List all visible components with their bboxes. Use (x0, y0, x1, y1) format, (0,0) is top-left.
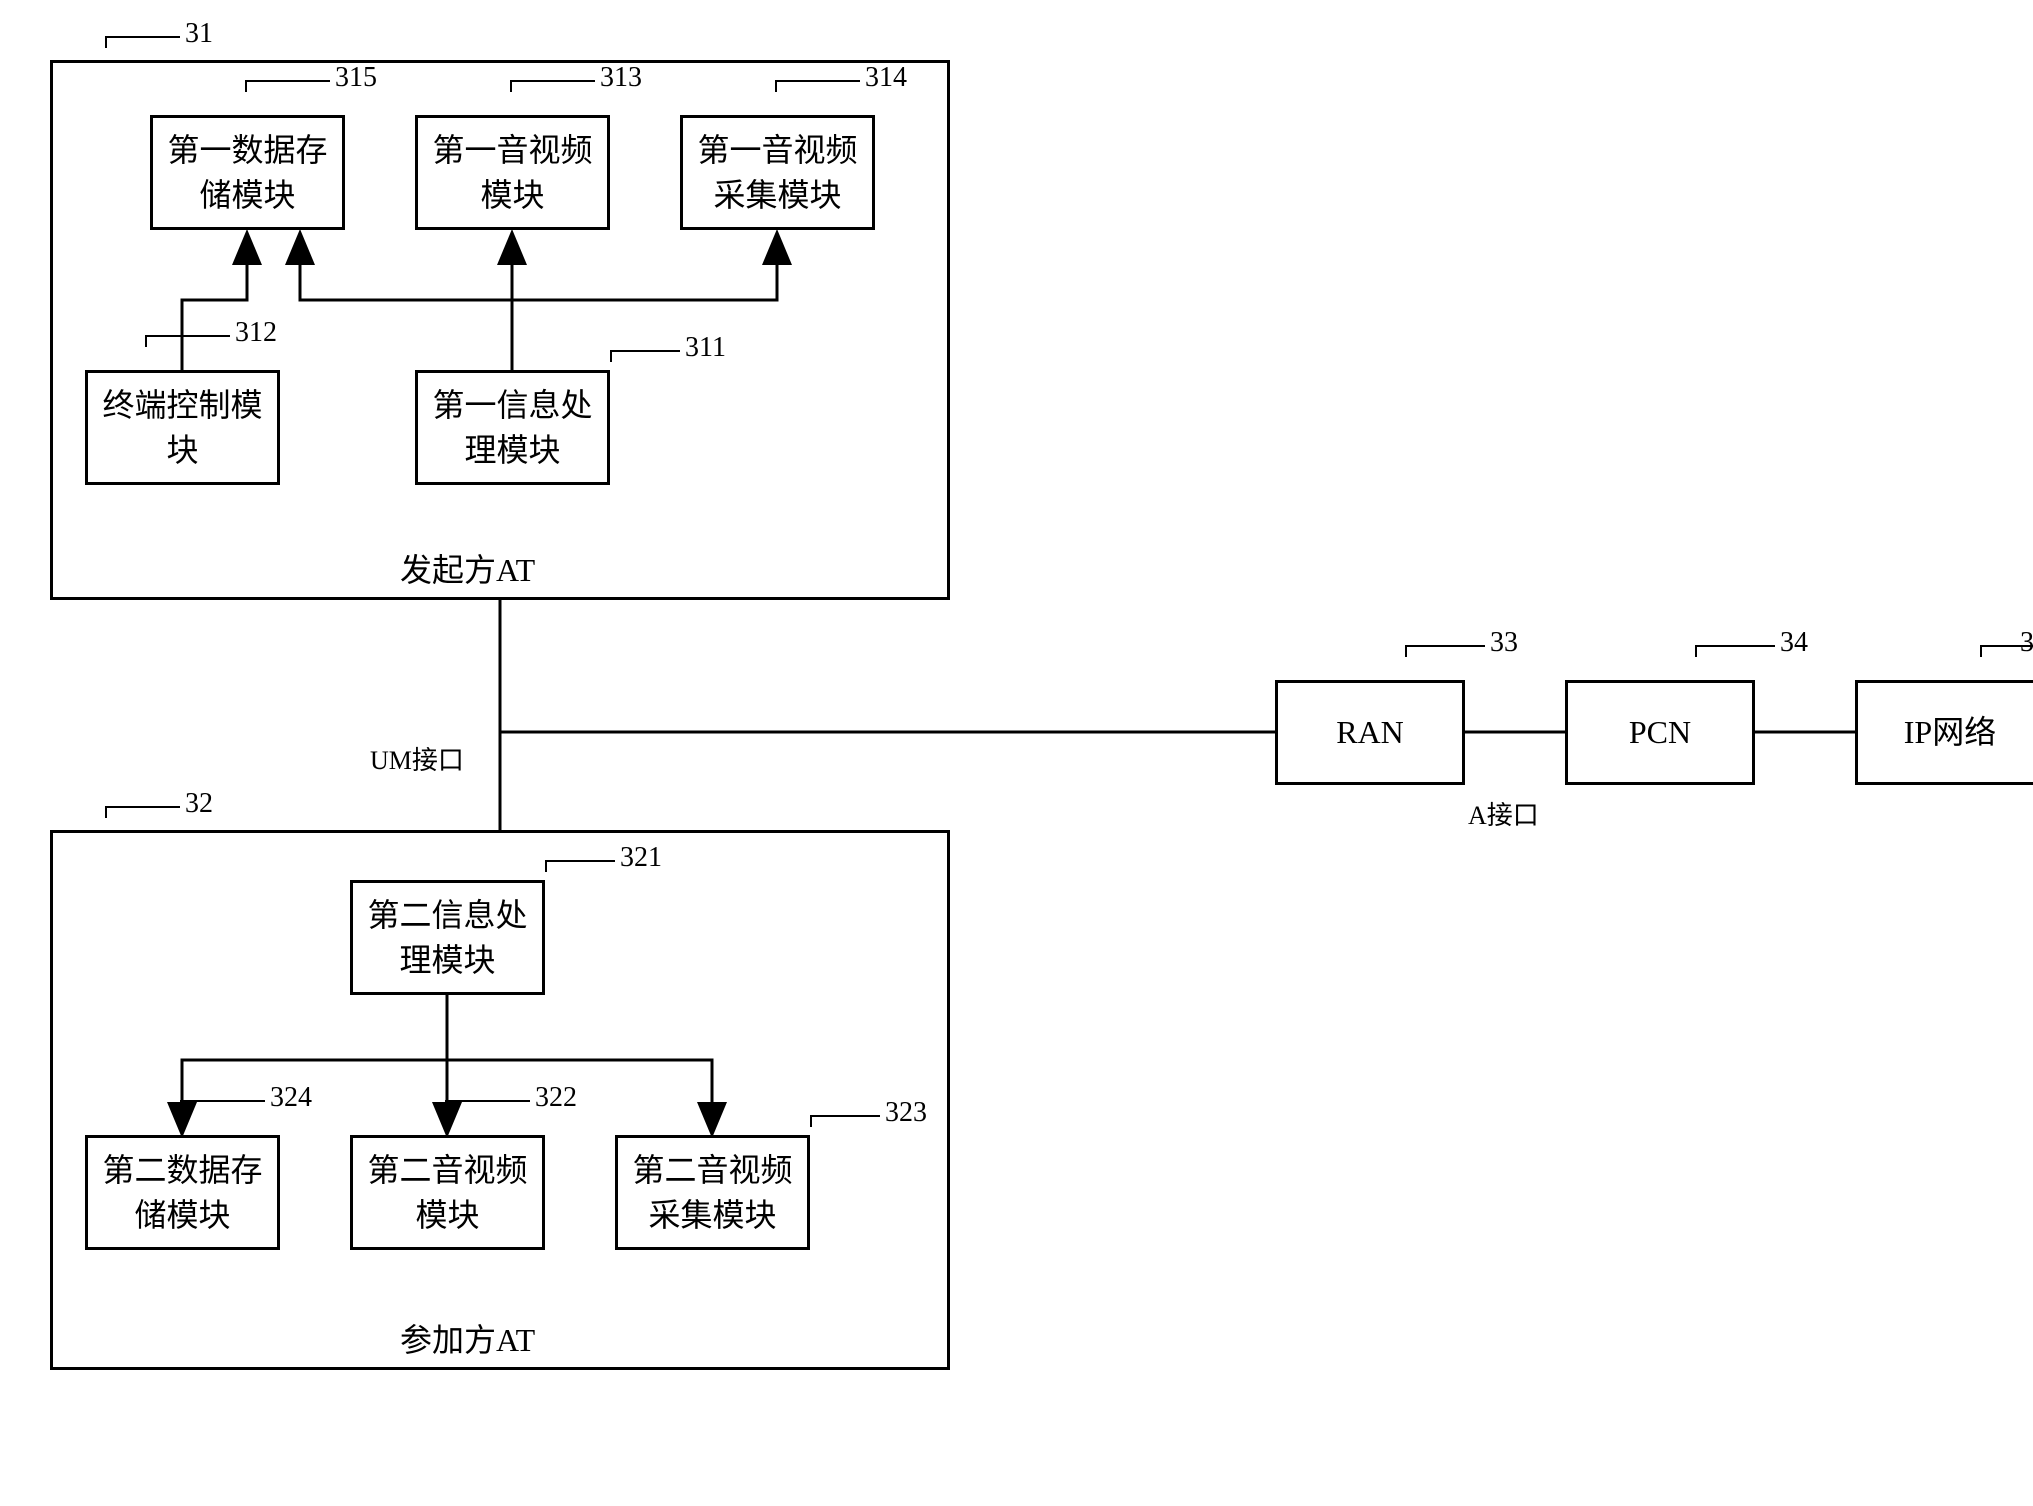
box-text: 第二信息处 理模块 (367, 893, 527, 983)
box-first-av-capture: 第一音视频 采集模块 (680, 115, 875, 230)
box-text: IP网络 (1904, 710, 1996, 755)
label-311: 311 (685, 332, 726, 364)
label-a-interface: A接口 (1468, 795, 1539, 832)
label-35: 35 (2020, 627, 2033, 659)
box-terminal-control: 终端控制模 块 (85, 370, 280, 485)
label-313: 313 (600, 62, 642, 94)
label-315: 315 (335, 62, 377, 94)
box-text: 第二音视频 模块 (367, 1148, 527, 1238)
box-text: 第一音视频 采集模块 (697, 128, 857, 218)
box-text: 第一音视频 模块 (432, 128, 592, 218)
leader-line-315 (245, 80, 330, 82)
leader-line-321 (545, 860, 615, 862)
box-second-av: 第二音视频 模块 (350, 1135, 545, 1250)
container-title-32: 参加方AT (400, 1315, 535, 1361)
box-text: 第二数据存 储模块 (102, 1148, 262, 1238)
box-ip-network: IP网络 (1855, 680, 2033, 785)
label-um-interface: UM接口 (370, 740, 464, 777)
box-second-av-capture: 第二音视频 采集模块 (615, 1135, 810, 1250)
leader-line-314 (775, 80, 860, 82)
leader-line-323 (810, 1115, 880, 1117)
label-34: 34 (1780, 627, 1808, 659)
leader-line-32 (105, 806, 180, 808)
label-31: 31 (185, 18, 213, 50)
box-first-av: 第一音视频 模块 (415, 115, 610, 230)
box-text: 终端控制模 块 (102, 383, 262, 473)
box-first-info-processing: 第一信息处 理模块 (415, 370, 610, 485)
diagram-canvas: 31 第一数据存 储模块 315 第一音视频 模块 313 第一音视频 采集模块… (20, 20, 2033, 1486)
label-323: 323 (885, 1097, 927, 1129)
label-322: 322 (535, 1082, 577, 1114)
leader-line-311 (610, 350, 680, 352)
box-text: 第一数据存 储模块 (167, 128, 327, 218)
box-ran: RAN (1275, 680, 1465, 785)
label-324: 324 (270, 1082, 312, 1114)
box-text: RAN (1336, 710, 1404, 755)
box-first-data-storage: 第一数据存 储模块 (150, 115, 345, 230)
box-second-info-processing: 第二信息处 理模块 (350, 880, 545, 995)
box-text: PCN (1629, 710, 1691, 755)
leader-line-313 (510, 80, 595, 82)
leader-line-34 (1695, 645, 1775, 647)
label-321: 321 (620, 842, 662, 874)
box-pcn: PCN (1565, 680, 1755, 785)
label-314: 314 (865, 62, 907, 94)
leader-line-312 (145, 335, 230, 337)
leader-line-324 (180, 1100, 265, 1102)
box-second-data-storage: 第二数据存 储模块 (85, 1135, 280, 1250)
leader-line-31 (105, 36, 180, 38)
label-312: 312 (235, 317, 277, 349)
leader-line-322 (445, 1100, 530, 1102)
box-text: 第一信息处 理模块 (432, 383, 592, 473)
box-text: 第二音视频 采集模块 (632, 1148, 792, 1238)
container-title-31: 发起方AT (400, 545, 535, 591)
label-32: 32 (185, 788, 213, 820)
label-33: 33 (1490, 627, 1518, 659)
leader-line-33 (1405, 645, 1485, 647)
